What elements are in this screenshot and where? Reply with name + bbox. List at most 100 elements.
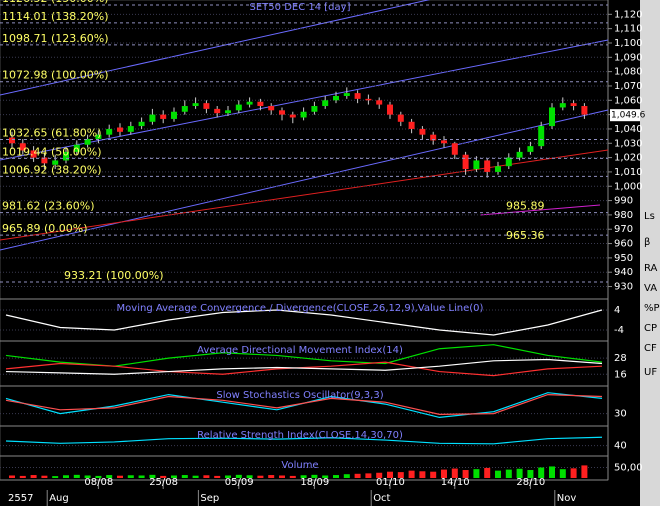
candle-body xyxy=(549,107,555,127)
y-tick-label: 1,060 xyxy=(614,95,643,106)
toolbar-label: RA xyxy=(644,263,658,274)
volume-bar xyxy=(279,475,285,478)
candle-body xyxy=(19,143,26,151)
fib-label: 981.62 (23.60%) xyxy=(2,200,95,213)
indicator-line xyxy=(5,393,603,415)
volume-bar xyxy=(106,475,113,478)
y-tick-label: 1,000 xyxy=(614,181,643,192)
candle-body xyxy=(581,106,588,115)
y-tick-label: 40 xyxy=(614,441,627,452)
volume-bar xyxy=(149,474,156,478)
trend-line xyxy=(479,204,601,216)
volume-bar xyxy=(214,475,221,478)
candle-body xyxy=(127,126,134,132)
candle-body xyxy=(257,101,264,107)
volume-bar xyxy=(462,470,469,478)
volume-bar xyxy=(322,475,329,478)
volume-bar xyxy=(117,475,123,478)
volume-bar xyxy=(225,475,231,478)
candle-body xyxy=(505,157,512,167)
y-tick-label: 50,00 xyxy=(614,463,643,474)
toolbar-label: CF xyxy=(644,343,657,354)
candle-body xyxy=(214,108,221,114)
volume-bar xyxy=(419,471,426,478)
y-tick-label: 1,090 xyxy=(614,52,643,63)
fib-label: 1098.71 (123.60%) xyxy=(2,32,109,45)
candle-body xyxy=(430,134,437,141)
toolbar xyxy=(640,0,660,506)
plot-frame xyxy=(0,0,609,481)
toolbar-label: %P xyxy=(644,303,660,314)
volume-bar xyxy=(289,475,296,478)
y-tick-label: 1,070 xyxy=(614,81,643,92)
volume-bar xyxy=(397,472,404,478)
panel-title: Moving Average Convergence / Divergence(… xyxy=(117,303,484,314)
volume-bar xyxy=(516,468,523,478)
candle-body xyxy=(527,146,534,152)
candle-body xyxy=(516,151,523,158)
volume-bar xyxy=(538,467,545,478)
indicator-line xyxy=(5,436,603,445)
candle-body xyxy=(95,134,102,139)
candle-body xyxy=(451,143,458,155)
candle-body xyxy=(462,154,469,170)
candle-body xyxy=(570,103,577,107)
volume-bar xyxy=(408,470,415,478)
panel-title: Volume xyxy=(281,460,318,471)
annotation: 985.89 xyxy=(506,199,545,212)
panel-title: Relative Strength Index(CLOSE,14,30,70) xyxy=(197,430,403,441)
candle-body xyxy=(322,100,329,107)
y-tick-label: 960 xyxy=(614,239,633,250)
candle-body xyxy=(246,101,253,105)
y-tick-label: 1,040 xyxy=(614,124,643,135)
candle-body xyxy=(52,160,59,165)
y-tick-label: 28 xyxy=(614,353,627,364)
y-tick-label: 930 xyxy=(614,282,633,293)
y-tick-label: 980 xyxy=(614,210,633,221)
candle-body xyxy=(397,114,404,122)
chart-title: SET50 DEC 14 [day] xyxy=(250,2,351,13)
annotation: 965.36 xyxy=(506,229,545,242)
candle-body xyxy=(106,128,113,135)
fib-label: 1114.01 (138.20%) xyxy=(2,10,109,23)
x-tick-label: 05/09 xyxy=(225,477,254,488)
volume-bar xyxy=(527,470,534,478)
y-tick-label: 1,080 xyxy=(614,67,643,78)
fib-label: 1032.65 (61.80%) xyxy=(2,126,102,139)
volume-bar xyxy=(160,475,167,478)
volume-bar xyxy=(570,468,577,478)
candle-body xyxy=(441,140,447,144)
candle-body xyxy=(41,157,48,164)
volume-bar xyxy=(41,475,48,478)
volume-bar xyxy=(9,475,15,478)
volume-bar xyxy=(84,475,91,478)
candle-body xyxy=(419,128,426,135)
indicator-line xyxy=(5,361,603,377)
volume-bar xyxy=(246,475,253,478)
candle-body xyxy=(9,137,15,144)
volume-bar xyxy=(549,466,555,478)
volume-bar xyxy=(300,475,307,478)
candle-body xyxy=(268,106,275,111)
x-tick-label: 18/09 xyxy=(300,477,329,488)
volume-bar xyxy=(441,469,447,478)
fib-label: 1126.52 (150.00%) xyxy=(2,0,109,5)
volume-bar xyxy=(63,475,69,478)
candle-body xyxy=(171,111,177,119)
x-tick-label: 25/08 xyxy=(149,477,178,488)
volume-bar xyxy=(257,475,264,478)
volume-bar xyxy=(171,475,177,478)
toolbar-label: β xyxy=(644,237,650,248)
x-tick-label: 28/10 xyxy=(516,477,545,488)
month-label: Oct xyxy=(373,493,390,504)
candle-body xyxy=(138,121,145,127)
candle-body xyxy=(387,104,393,115)
volume-bar xyxy=(473,469,480,478)
volume-bar xyxy=(505,469,512,478)
x-tick-label: 08/08 xyxy=(84,477,113,488)
candle-body xyxy=(73,144,80,152)
volume-bar xyxy=(343,474,350,478)
y-tick-label: 1,030 xyxy=(614,138,643,149)
price-tag xyxy=(610,109,640,122)
volume-bar xyxy=(387,471,393,478)
